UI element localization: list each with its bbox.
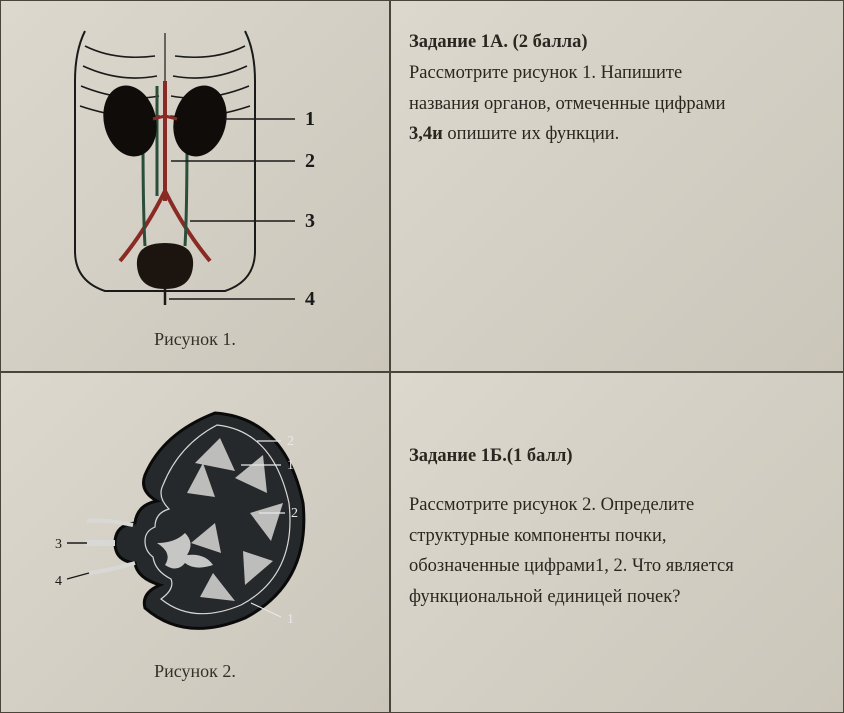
- fig2-label-1a: 1: [287, 458, 294, 473]
- fig1-label-3: 3: [305, 210, 315, 232]
- task1b-line1: Рассмотрите рисунок 2. Определите: [409, 492, 825, 519]
- task1b-text: Задание 1Б.(1 балл) Рассмотрите рисунок …: [409, 443, 825, 611]
- figure1-caption: Рисунок 1.: [154, 329, 236, 350]
- task1a-text: Задание 1А. (2 балла) Рассмотрите рисуно…: [409, 29, 825, 148]
- figure1-svg: 1 2 3 4: [25, 21, 365, 321]
- task1a-line1: Рассмотрите рисунок 1. Напишите: [409, 60, 825, 87]
- fig1-label-4: 4: [305, 288, 315, 310]
- worksheet-grid: 1 2 3 4 Рисунок 1. Задание 1А. (2 балла)…: [0, 0, 844, 713]
- task1a-line3: опишите их функции.: [443, 124, 620, 144]
- task1b-line2: структурные компоненты почки,: [409, 523, 825, 550]
- figure2-caption: Рисунок 2.: [154, 661, 236, 682]
- fig1-label-1: 1: [305, 108, 315, 130]
- figure1-cell: 1 2 3 4 Рисунок 1.: [0, 0, 390, 372]
- fig2-label-4: 4: [55, 574, 62, 589]
- task1b-line3: обозначенные цифрами1, 2. Что является: [409, 553, 825, 580]
- fig2-label-1b: 1: [287, 612, 294, 627]
- task1a-line2: названия органов, отмеченные цифрами: [409, 91, 825, 118]
- figure2-cell: 2 1 2 1 3 4 Рисунок 2.: [0, 372, 390, 713]
- task1b-title: Задание 1Б.(1 балл): [409, 446, 573, 466]
- figure2-svg: 2 1 2 1 3 4: [45, 393, 345, 653]
- task1a-cell: Задание 1А. (2 балла) Рассмотрите рисуно…: [390, 0, 844, 372]
- task1b-cell: Задание 1Б.(1 балл) Рассмотрите рисунок …: [390, 372, 844, 713]
- fig2-label-3: 3: [55, 537, 62, 552]
- fig1-label-2: 2: [305, 150, 315, 172]
- task1b-line4: функциональной единицей почек?: [409, 584, 825, 611]
- fig2-label-2b: 2: [291, 506, 298, 521]
- task1a-title: Задание 1А. (2 балла): [409, 32, 588, 52]
- fig2-label-2a: 2: [287, 434, 294, 449]
- task1a-nums: 3,4и: [409, 124, 443, 144]
